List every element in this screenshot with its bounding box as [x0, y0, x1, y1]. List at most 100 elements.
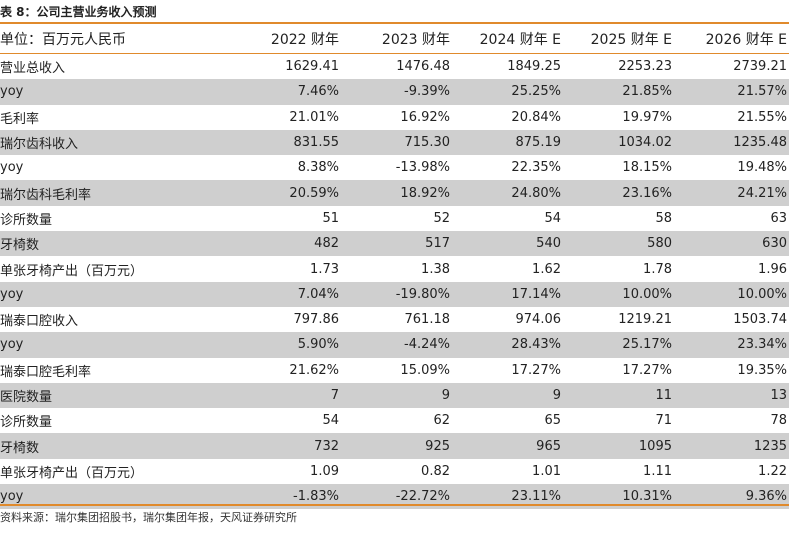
row-value: 715.30	[404, 135, 451, 151]
row-value: 78	[770, 413, 787, 429]
row-value: 19.48%	[737, 160, 787, 176]
row-value: 10.00%	[622, 286, 672, 302]
table-row: 诊所数量 54 62 65 71 78	[0, 408, 789, 433]
table-row: 营业总收入 1629.41 1476.48 1849.25 2253.23 2739.21	[0, 54, 789, 79]
row-value: 580	[647, 236, 672, 252]
row-value: -13.98%	[395, 160, 450, 176]
row-value: 9	[441, 388, 450, 403]
row-value: 1.09	[310, 463, 339, 479]
row-value: 13	[770, 388, 787, 403]
row-value: 630	[762, 236, 787, 252]
row-value: 17.27%	[511, 362, 561, 378]
row-label: 瑞泰口腔毛利率	[0, 364, 92, 380]
row-label: 牙椅数	[0, 238, 40, 254]
row-value: 17.27%	[622, 362, 672, 378]
row-value: 21.01%	[289, 109, 339, 125]
row-value: -4.24%	[404, 337, 450, 353]
row-value: 925	[425, 438, 450, 454]
row-value: 965	[536, 438, 561, 454]
row-value: 540	[536, 236, 561, 252]
row-value: 1219.21	[618, 312, 672, 328]
table-row: 毛利率 21.01% 16.92% 20.84% 19.97% 21.55%	[0, 105, 789, 130]
table-row: yoy 8.38% -13.98% 22.35% 18.15% 19.48%	[0, 155, 789, 180]
row-value: 18.15%	[622, 160, 672, 176]
row-value: 517	[425, 236, 450, 252]
row-value: 24.21%	[737, 185, 787, 201]
row-value: 54	[544, 210, 561, 226]
row-value: 7	[330, 388, 339, 403]
row-value: 62	[433, 413, 450, 429]
row-value: 1235.48	[733, 135, 787, 151]
row-value: 875.19	[515, 135, 562, 151]
row-value: 1.78	[643, 261, 672, 277]
table-row: 瑞尔齿科收入 831.55 715.30 875.19 1034.02 1235.48	[0, 129, 789, 156]
header-2022: 2022 财年	[270, 31, 339, 48]
table-row: yoy 7.46% -9.39% 25.25% 21.85% 21.57%	[0, 79, 789, 105]
row-value: 20.59%	[289, 185, 339, 201]
row-value: 15.09%	[400, 362, 450, 378]
row-value: 2739.21	[733, 59, 787, 75]
row-value: 11	[655, 388, 672, 403]
row-value: 7.46%	[297, 84, 339, 100]
header-2025e: 2025 财年 E	[590, 31, 672, 48]
row-value: 7.04%	[297, 286, 339, 302]
row-value: 21.85%	[622, 84, 672, 100]
row-value: -9.39%	[404, 84, 450, 100]
table-title: 表 8：公司主营业务收入预测	[0, 5, 157, 19]
row-value: 1503.74	[733, 312, 787, 328]
row-label: 牙椅数	[0, 440, 40, 456]
row-value: 1.73	[310, 261, 339, 277]
row-value: 52	[433, 210, 450, 226]
row-value: 25.25%	[511, 84, 561, 100]
table-row: 单张牙椅产出（百万元） 1.09 0.82 1.01 1.11 1.22	[0, 459, 789, 484]
row-value: 71	[655, 413, 672, 429]
row-label: 毛利率	[0, 111, 40, 127]
row-label: yoy	[0, 489, 24, 505]
row-value: 1476.48	[396, 59, 450, 75]
row-value: 19.35%	[737, 362, 787, 378]
row-value: 0.82	[421, 463, 450, 479]
row-value: 1.38	[421, 261, 450, 277]
row-value: 20.84%	[511, 109, 561, 125]
row-label: 瑞泰口腔收入	[0, 314, 79, 330]
header-2024e: 2024 财年 E	[479, 31, 561, 48]
row-value: 1.22	[758, 463, 787, 479]
row-value: 1235	[753, 438, 787, 454]
row-label: yoy	[0, 337, 24, 353]
table-row: 瑞泰口腔毛利率 21.62% 15.09% 17.27% 17.27% 19.35%	[0, 358, 789, 383]
table-bottom-rule	[0, 504, 789, 506]
row-value: -22.72%	[395, 489, 450, 505]
table-body: 营业总收入 1629.41 1476.48 1849.25 2253.23 2739.21…	[0, 54, 789, 510]
table-row: yoy 5.90% -4.24% 28.43% 25.17% 23.34%	[0, 332, 789, 358]
row-value: 9.36%	[745, 489, 787, 505]
row-label: yoy	[0, 286, 24, 302]
table-row: yoy 7.04% -19.80% 17.14% 10.00% 10.00%	[0, 281, 789, 307]
row-value: -19.80%	[395, 286, 450, 302]
row-value: 28.43%	[511, 337, 561, 353]
row-value: 797.86	[293, 312, 340, 328]
row-value: 21.57%	[737, 84, 787, 100]
source-note: 资料来源：瑞尔集团招股书，瑞尔集团年报，天风证券研究所	[0, 511, 297, 524]
row-label: yoy	[0, 160, 24, 176]
row-label: 瑞尔齿科收入	[0, 137, 79, 153]
row-value: 10.00%	[737, 286, 787, 302]
row-value: 732	[314, 438, 339, 454]
row-value: 2253.23	[618, 59, 672, 75]
row-value: 1629.41	[285, 59, 339, 75]
row-value: 25.17%	[622, 337, 672, 353]
header-2023: 2023 财年	[381, 31, 450, 48]
row-value: 1.01	[532, 463, 561, 479]
row-label: 营业总收入	[0, 61, 66, 77]
row-value: 1034.02	[618, 135, 672, 151]
row-value: 54	[322, 413, 339, 429]
row-value: 8.38%	[297, 160, 339, 176]
table-row: 瑞尔齿科毛利率 20.59% 18.92% 24.80% 23.16% 24.21%	[0, 180, 789, 206]
row-value: 19.97%	[622, 109, 672, 125]
table-row: 瑞泰口腔收入 797.86 761.18 974.06 1219.21 1503.74	[0, 307, 789, 332]
table-row: 诊所数量 51 52 54 58 63	[0, 206, 789, 231]
row-label: 诊所数量	[0, 212, 53, 228]
row-value: 63	[770, 210, 787, 226]
row-value: 1.96	[758, 261, 787, 277]
table-header-row: 单位：百万元人民币 2022 财年 2023 财年 2024 财年 E 2025…	[0, 22, 789, 54]
row-value: 22.35%	[511, 160, 561, 176]
